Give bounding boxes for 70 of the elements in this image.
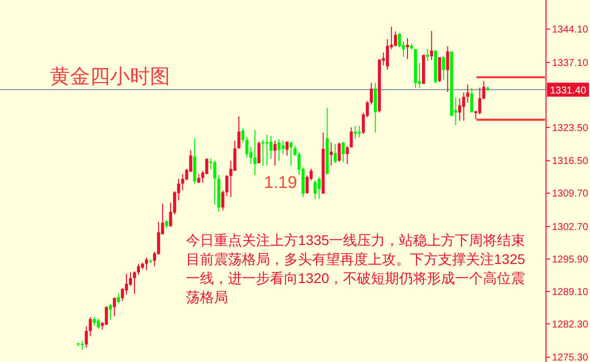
candlestick bbox=[318, 176, 321, 200]
annotation: 今日重点关注上方1335一线压力，站稳上方下周将结束目前震荡格局，多头有望再度上攻。下方支撑关注1325一线，进一步看向1320，不破短期仍将形成一个高位震荡格局 bbox=[186, 232, 526, 305]
candlestick bbox=[261, 139, 264, 166]
candlestick bbox=[269, 135, 273, 160]
candlestick bbox=[398, 32, 401, 48]
candlestick bbox=[462, 92, 466, 122]
candlestick bbox=[342, 141, 345, 163]
candlestick bbox=[132, 270, 136, 294]
y-tick-label: 1302.70 bbox=[552, 222, 589, 234]
candlestick bbox=[221, 190, 224, 211]
candlestick bbox=[253, 130, 256, 176]
candlestick bbox=[386, 38, 389, 70]
y-tick-label: 1344.10 bbox=[552, 24, 589, 36]
candlestick bbox=[84, 326, 88, 348]
candlestick bbox=[394, 30, 397, 47]
candlestick bbox=[273, 140, 277, 166]
candlestick bbox=[213, 160, 216, 206]
candlestick bbox=[120, 288, 124, 302]
candlestick bbox=[338, 142, 341, 162]
candlestick bbox=[225, 174, 228, 197]
candlestick bbox=[370, 82, 373, 105]
candlestick bbox=[286, 141, 289, 156]
candlestick bbox=[205, 158, 208, 175]
candlestick bbox=[346, 145, 349, 165]
y-tick-label: 1309.70 bbox=[552, 188, 589, 200]
y-tick-label: 1316.50 bbox=[552, 156, 589, 168]
candlestick bbox=[237, 116, 240, 149]
candlestick bbox=[354, 125, 357, 139]
candlestick bbox=[88, 316, 92, 337]
y-tick-label: 1295.90 bbox=[552, 254, 589, 266]
candlestick bbox=[350, 126, 353, 148]
y-tick-label: 1337.10 bbox=[552, 58, 589, 69]
candlestick bbox=[265, 134, 269, 166]
text: 黄金四小时图 bbox=[50, 66, 170, 88]
candlestick bbox=[426, 48, 430, 62]
ref-line-label: 1331.40 bbox=[550, 86, 587, 97]
candlestick bbox=[277, 138, 281, 162]
candlestick bbox=[470, 87, 474, 114]
candlestick bbox=[145, 257, 148, 270]
y-tick-label: 1282.30 bbox=[552, 319, 589, 330]
candlestick bbox=[358, 125, 361, 138]
candlestick bbox=[446, 46, 450, 93]
annotation: 1.19 bbox=[264, 173, 298, 192]
candlestick bbox=[257, 141, 260, 164]
candlestick bbox=[330, 142, 333, 166]
candlestick bbox=[374, 82, 377, 134]
y-tick-label: 1323.50 bbox=[552, 122, 589, 134]
candlestick bbox=[136, 263, 140, 276]
y-tick-label: 1275.30 bbox=[552, 352, 589, 362]
candlestick bbox=[438, 56, 442, 83]
candlestick bbox=[241, 128, 244, 144]
candlestick bbox=[442, 56, 446, 80]
candlestick bbox=[124, 273, 128, 296]
candlestick bbox=[282, 140, 285, 155]
candlestick bbox=[458, 98, 462, 122]
candlestick bbox=[314, 180, 317, 200]
candlestick bbox=[112, 297, 116, 317]
candlestick bbox=[96, 318, 100, 330]
candlestick bbox=[181, 174, 184, 191]
candlestick bbox=[245, 136, 248, 158]
candlestick bbox=[290, 141, 293, 166]
candlestick bbox=[478, 87, 482, 115]
candlestick bbox=[466, 84, 470, 104]
candlestick bbox=[104, 306, 108, 326]
candlestick bbox=[108, 303, 112, 320]
y-tick-label: 1289.10 bbox=[552, 286, 589, 298]
candlestick bbox=[430, 30, 434, 61]
candlestick bbox=[116, 292, 120, 304]
candlestick bbox=[334, 144, 337, 164]
candlestick bbox=[128, 272, 132, 286]
